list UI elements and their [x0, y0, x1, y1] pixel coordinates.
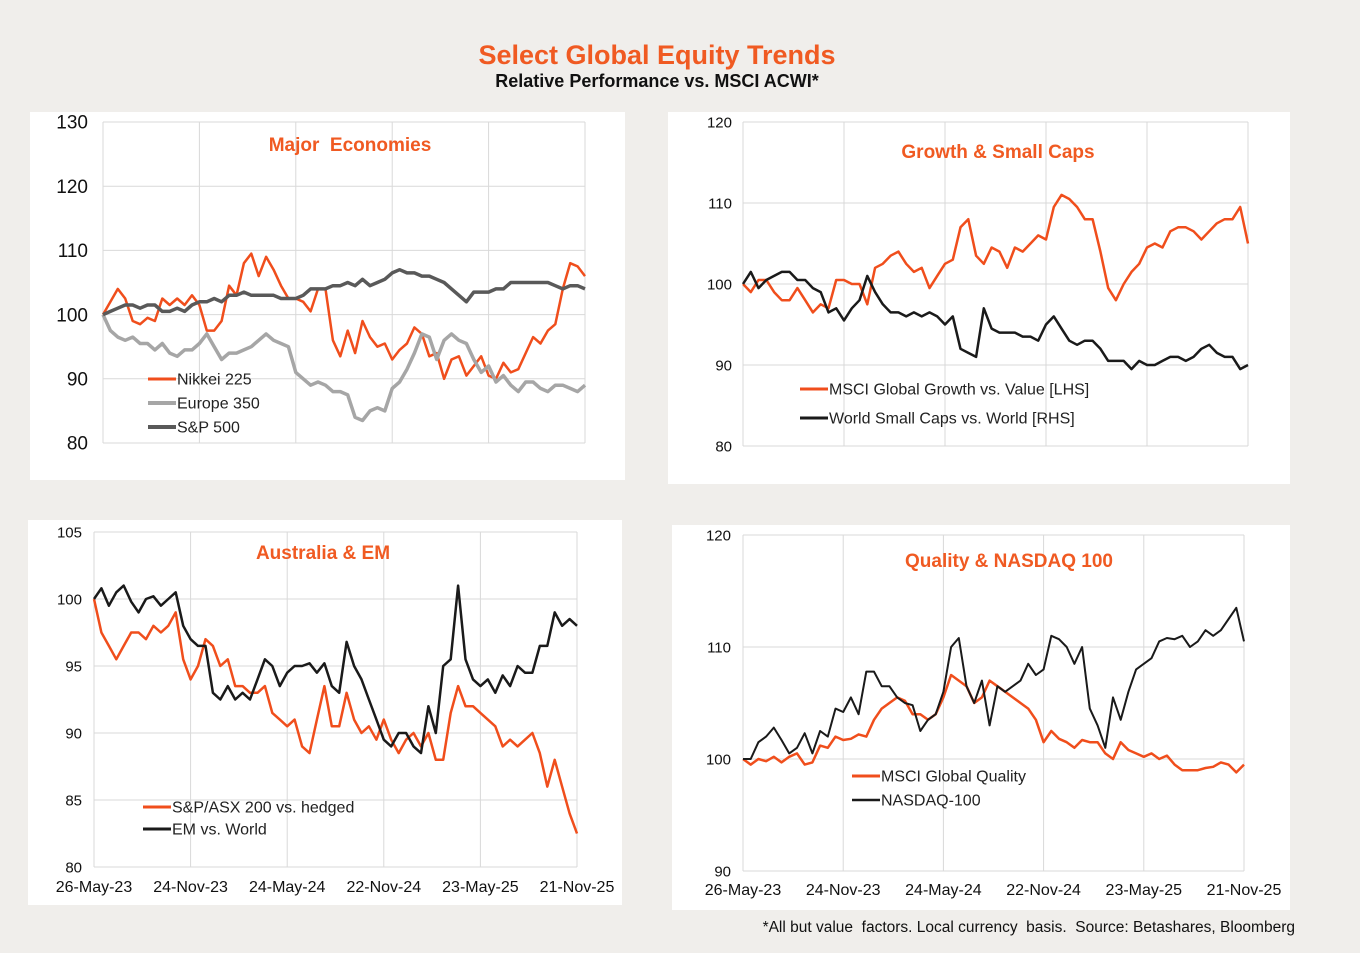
legend-label: S&P/ASX 200 vs. hedged: [172, 800, 354, 817]
y-tick-label: 90: [714, 863, 731, 880]
chart-title: Growth & Small Caps: [901, 142, 1094, 163]
x-tick-label: 22-Nov-24: [1006, 882, 1081, 899]
x-tick-label: 24-Nov-23: [153, 879, 228, 896]
panel-growth-small-caps: [668, 112, 1290, 484]
legend-label: MSCI Global Quality: [881, 769, 1026, 786]
series-line-em-vs-world: [92, 584, 578, 755]
x-tick-label: 26-May-23: [705, 882, 782, 899]
y-tick-label: 100: [57, 591, 82, 608]
y-tick-label: 90: [67, 369, 88, 390]
chart-quality-nasdaq: 90 100 110 120 26-May-23 24-Nov-23 24-May-24 22…: [705, 527, 1282, 899]
legend-label: MSCI Global Growth vs. Value [LHS]: [829, 382, 1089, 399]
main-title: Select Global Equity Trends: [478, 40, 835, 70]
series-line-s-p-500: [102, 267, 586, 317]
y-tick-label: 130: [56, 113, 88, 134]
panel-quality-nasdaq: [672, 525, 1290, 910]
legend-label: S&P 500: [177, 420, 240, 437]
y-tick-label: 110: [58, 241, 88, 262]
series-line-nikkei-225: [101, 252, 586, 381]
y-tick-label: 80: [65, 859, 82, 876]
y-tick-label: 80: [715, 438, 732, 455]
series-line-msci-global-quality: [742, 673, 1245, 774]
y-tick-label: 105: [57, 524, 82, 541]
x-tick-label: 21-Nov-25: [1207, 882, 1282, 899]
legend-label: World Small Caps vs. World [RHS]: [829, 411, 1075, 428]
y-tick-label: 100: [707, 276, 732, 293]
subtitle: Relative Performance vs. MSCI ACWI*: [495, 71, 818, 91]
x-tick-label: 23-May-25: [442, 879, 519, 896]
y-tick-label: 100: [706, 751, 731, 768]
series-line-europe-350: [101, 313, 587, 423]
y-tick-label: 85: [65, 792, 82, 809]
x-tick-label: 24-Nov-23: [806, 882, 881, 899]
legend-label: Nikkei 225: [177, 372, 252, 389]
footnote: *All but value factors. Local currency b…: [763, 919, 1295, 936]
panel-australia-em: [28, 520, 622, 905]
chart-australia-em: 80 85 90 95 100 105 26-May-23 24-Nov-23 24-May-2…: [56, 524, 615, 896]
legend-label: NASDAQ-100: [881, 793, 981, 810]
y-tick-label: 80: [67, 434, 88, 455]
legend-label: Europe 350: [177, 396, 260, 413]
x-tick-label: 24-May-24: [249, 879, 326, 896]
series-line-nasdaq-100: [743, 606, 1245, 760]
chart-title: Quality & NASDAQ 100: [905, 551, 1113, 572]
x-tick-label: 23-May-25: [1106, 882, 1183, 899]
y-tick-label: 110: [708, 195, 732, 212]
y-tick-label: 110: [707, 639, 731, 656]
chart-title: Major Economies: [269, 135, 432, 156]
x-tick-label: 24-May-24: [905, 882, 982, 899]
x-tick-label: 26-May-23: [56, 879, 133, 896]
chart-growth-small-caps: 80 90 100 110 120 MSCI Global Growth vs. Valu…: [707, 114, 1250, 455]
series-line-s-p-asx-200-vs-hedged: [92, 598, 579, 834]
y-tick-label: 100: [56, 305, 88, 326]
y-tick-label: 90: [715, 357, 732, 374]
y-tick-label: 120: [707, 114, 732, 131]
legend-label: EM vs. World: [172, 822, 267, 839]
x-tick-label: 22-Nov-24: [346, 879, 421, 896]
x-tick-label: 21-Nov-25: [540, 879, 615, 896]
y-tick-label: 120: [706, 527, 731, 544]
y-tick-label: 120: [56, 177, 88, 198]
series-line-world-small-caps-vs-world-rhs-: [741, 270, 1249, 371]
chart-title: Australia & EM: [256, 543, 390, 564]
chart-major-economies: 80 90 100 110 120 130 Nikkei 225 Europe 350 S&P …: [56, 113, 587, 455]
y-tick-label: 90: [65, 725, 82, 742]
y-tick-label: 95: [65, 658, 82, 675]
